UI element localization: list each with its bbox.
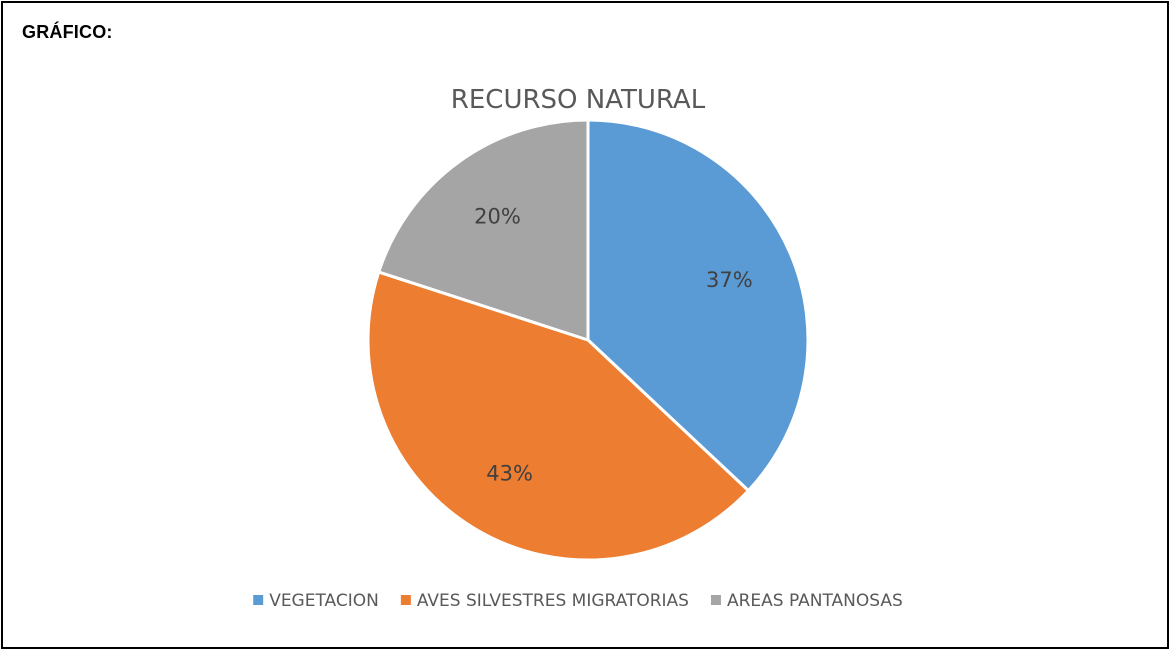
legend-swatch bbox=[253, 595, 264, 605]
pie-data-labels: 37% 43% 20% bbox=[474, 204, 753, 485]
data-label-vegetacion: 37% bbox=[706, 268, 753, 292]
legend-label: AVES SILVESTRES MIGRATORIAS bbox=[417, 591, 689, 611]
legend-item-areas-pantanosas: AREAS PANTANOSAS bbox=[710, 591, 903, 611]
legend: VEGETACION AVES SILVESTRES MIGRATORIAS ARE… bbox=[253, 591, 903, 611]
data-label-aves-silvestres-migratorias: 43% bbox=[486, 462, 533, 486]
pie-slice-vegetacion bbox=[586, 118, 810, 493]
pie-slice-areas-pantanosas bbox=[376, 118, 590, 343]
legend-item-vegetacion: VEGETACION bbox=[253, 591, 379, 611]
pie-slice-aves-silvestres-migratorias bbox=[366, 270, 751, 562]
data-label-areas-pantanosas: 20% bbox=[474, 204, 521, 228]
legend-swatch bbox=[400, 595, 411, 605]
legend-swatch bbox=[710, 595, 721, 605]
section-heading: GRÁFICO: bbox=[22, 22, 113, 42]
legend-item-aves-silvestres-migratorias: AVES SILVESTRES MIGRATORIAS bbox=[400, 591, 689, 611]
chart-title: RECURSO NATURAL bbox=[451, 85, 706, 115]
pie-slices bbox=[366, 118, 810, 562]
legend-label: AREAS PANTANOSAS bbox=[727, 591, 903, 611]
legend-label: VEGETACION bbox=[269, 591, 379, 611]
